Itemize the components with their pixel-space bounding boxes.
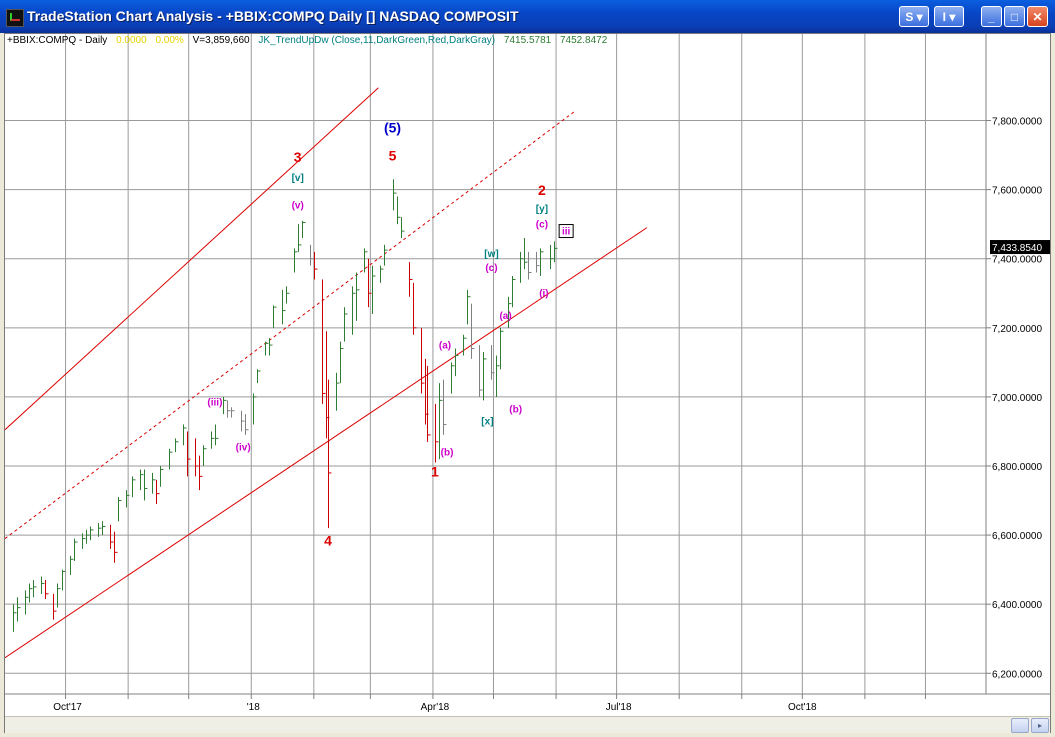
y-tick-label: 7,000.0000 bbox=[992, 393, 1042, 404]
channel-line bbox=[5, 227, 648, 659]
scroll-right-button[interactable]: ▸ bbox=[1031, 718, 1049, 733]
x-tick-label: Apr'18 bbox=[421, 702, 450, 713]
wave-label: (i) bbox=[539, 289, 548, 300]
chart-window[interactable]: 3 [v] (v) (5) 5 (iii) (iv) 4 (a) (b) 1 [w] (c) [x] (a)… bbox=[4, 33, 1051, 733]
wave-label: (5) bbox=[384, 120, 401, 136]
horizontal-scrollbar[interactable]: ▸ bbox=[5, 716, 1050, 733]
wave-label: [x] bbox=[481, 417, 493, 428]
status-value2: 7452.8472 bbox=[559, 35, 608, 46]
y-tick-label: 7,600.0000 bbox=[992, 186, 1042, 197]
close-button[interactable]: ✕ bbox=[1027, 6, 1048, 27]
channel-midline bbox=[5, 109, 577, 539]
wave-label: (v) bbox=[292, 201, 304, 212]
wave-label: (iv) bbox=[236, 442, 251, 453]
s-menu-button[interactable]: S ▾ bbox=[899, 6, 929, 27]
y-tick-label: 6,200.0000 bbox=[992, 669, 1042, 680]
y-tick-label: 7,400.0000 bbox=[992, 255, 1042, 266]
wave-label: (iii) bbox=[207, 398, 222, 409]
wave-label: 3 bbox=[294, 149, 302, 165]
wave-label: 5 bbox=[389, 147, 397, 163]
x-tick-label: '18 bbox=[247, 702, 260, 713]
channel-line bbox=[5, 87, 379, 431]
last-price-label: 7,433.8540 bbox=[992, 243, 1042, 254]
wave-label: (a) bbox=[439, 341, 451, 352]
chart-app-icon bbox=[6, 9, 24, 27]
grid-layer bbox=[5, 34, 986, 694]
y-tick-label: 6,600.0000 bbox=[992, 531, 1042, 542]
status-bar: +BBIX:COMPQ - Daily 0.0000 0.00% V=3,859… bbox=[7, 35, 613, 49]
wave-label: [v] bbox=[292, 173, 304, 184]
y-tick-label: 6,400.0000 bbox=[992, 600, 1042, 611]
status-pct-change: 0.00% bbox=[155, 35, 184, 46]
y-tick-label: 7,800.0000 bbox=[992, 117, 1042, 128]
status-symbol: +BBIX:COMPQ - Daily bbox=[7, 35, 108, 46]
wave-labels: 3[v](v)(5)5(iii)(iv)4(a)(b)1[w](c)[x](a)… bbox=[207, 120, 574, 548]
wave-label: (c) bbox=[485, 263, 497, 274]
status-change: 0.0000 bbox=[116, 35, 147, 46]
minimize-button[interactable]: _ bbox=[981, 6, 1002, 27]
status-indicator: JK_TrendUpDw (Close,11,DarkGreen,Red,Dar… bbox=[258, 35, 496, 46]
y-tick-label: 6,800.0000 bbox=[992, 462, 1042, 473]
maximize-button[interactable]: □ bbox=[1004, 6, 1025, 27]
s-menu-label: S bbox=[905, 9, 914, 24]
channel-layer bbox=[5, 87, 648, 659]
wave-label: (c) bbox=[536, 220, 548, 231]
i-menu-button[interactable]: I ▾ bbox=[934, 6, 964, 27]
x-tick-label: Oct'17 bbox=[53, 702, 82, 713]
status-value1: 7415.5781 bbox=[503, 35, 552, 46]
wave-label: [y] bbox=[536, 204, 548, 215]
wave-label: (b) bbox=[509, 404, 522, 415]
axes: 7,800.0000 7,600.0000 7,400.0000 7,200.0000… bbox=[5, 34, 1050, 713]
wave-label: (a) bbox=[499, 311, 511, 322]
i-menu-label: I bbox=[942, 9, 946, 24]
scroll-thumb[interactable] bbox=[1011, 718, 1029, 733]
wave-label: 2 bbox=[538, 182, 546, 198]
status-volume: V=3,859,660 bbox=[192, 35, 250, 46]
y-tick-label: 7,200.0000 bbox=[992, 324, 1042, 335]
last-price-box bbox=[990, 240, 1050, 255]
wave-label: 1 bbox=[431, 463, 439, 479]
wave-label-box bbox=[558, 224, 574, 239]
wave-label: iii bbox=[562, 227, 571, 238]
title-bar[interactable]: TradeStation Chart Analysis - +BBIX:COMP… bbox=[0, 0, 1055, 33]
price-bars bbox=[13, 179, 558, 632]
price-chart[interactable]: 3[v](v)(5)5(iii)(iv)4(a)(b)1[w](c)[x](a)… bbox=[5, 34, 1050, 716]
x-tick-label: Jul'18 bbox=[606, 702, 632, 713]
x-tick-label: Oct'18 bbox=[788, 702, 817, 713]
wave-label: (b) bbox=[441, 448, 454, 459]
wave-label: [w] bbox=[484, 249, 498, 260]
window-title: TradeStation Chart Analysis - +BBIX:COMP… bbox=[27, 8, 519, 24]
wave-label: 4 bbox=[324, 532, 332, 548]
